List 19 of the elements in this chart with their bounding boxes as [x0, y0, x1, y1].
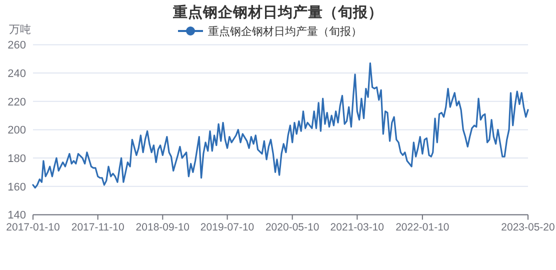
y-tick-label: 220 [8, 96, 26, 108]
x-tick-label: 2019-07-10 [200, 222, 254, 234]
y-tick-label: 200 [8, 124, 26, 137]
x-tick-label: 2021-03-10 [330, 222, 384, 234]
x-tick-label: 2017-01-10 [6, 222, 60, 234]
y-tick-label: 240 [8, 68, 26, 80]
y-tick-label: 140 [8, 210, 26, 222]
x-tick-label: 2020-05-10 [265, 222, 320, 234]
chart-title: 重点钢企钢材日均产量（旬报） [172, 4, 383, 21]
x-tick-label: 2017-11-10 [71, 222, 124, 234]
y-tick-label: 180 [8, 153, 26, 166]
y-axis-title: 万吨 [9, 23, 31, 36]
x-tick-label: 2022-01-10 [396, 222, 450, 234]
y-tick-label: 260 [8, 40, 26, 52]
legend-label: 重点钢企钢材日均产量（旬报） [208, 25, 362, 38]
line-series [32, 62, 529, 189]
x-tick-label: 2018-09-10 [136, 222, 190, 234]
y-tick-label: 160 [8, 181, 26, 194]
x-tick-label: 2023-05-20 [501, 222, 556, 234]
